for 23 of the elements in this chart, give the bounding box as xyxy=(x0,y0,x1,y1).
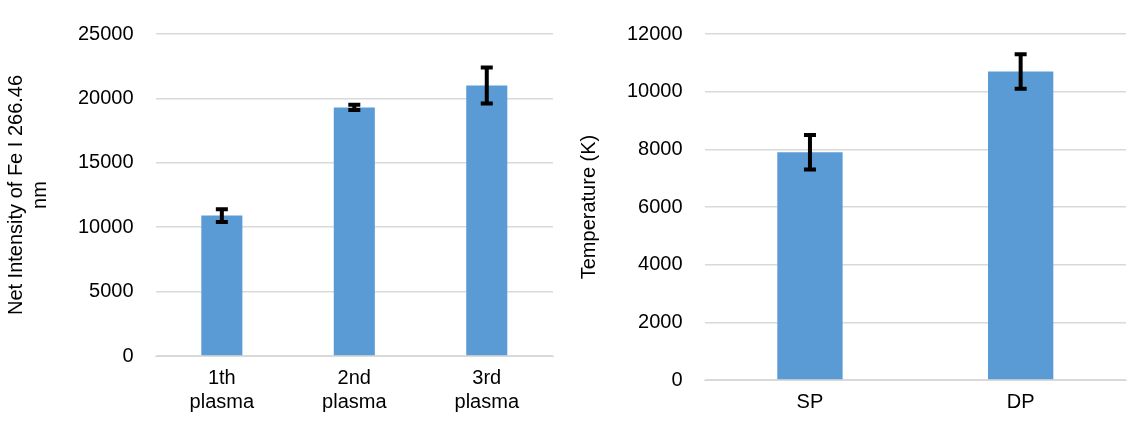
bar xyxy=(466,85,508,356)
y-axis-title: Temperature (K) xyxy=(576,134,599,280)
y-tick-label: 10000 xyxy=(77,214,134,237)
x-tick-label: SP xyxy=(796,389,824,412)
x-tick-label: DP xyxy=(1006,389,1035,412)
y-tick-label: 12000 xyxy=(626,21,683,44)
y-tick-label: 2000 xyxy=(638,309,683,332)
x-tick-label: 2nd plasma xyxy=(322,365,388,412)
y-tick-label: 0 xyxy=(671,367,683,390)
y-tick-label: 10000 xyxy=(626,79,683,102)
x-tick-label: 3rd plasma xyxy=(454,365,520,412)
y-tick-label: 4000 xyxy=(638,252,683,275)
x-tick-label: 1th plasma xyxy=(189,365,255,412)
bar xyxy=(201,215,243,356)
y-tick-label: 5000 xyxy=(89,279,134,302)
y-axis-title: Net Intensity of Fe I 266.46 nm xyxy=(3,74,50,316)
y-tick-label: 8000 xyxy=(638,136,683,159)
y-tick-label: 20000 xyxy=(77,85,134,108)
bar xyxy=(333,107,375,356)
y-tick-label: 15000 xyxy=(77,150,134,173)
y-tick-label: 6000 xyxy=(638,194,683,217)
y-tick-label: 0 xyxy=(122,343,134,366)
y-tick-label: 25000 xyxy=(77,21,134,44)
